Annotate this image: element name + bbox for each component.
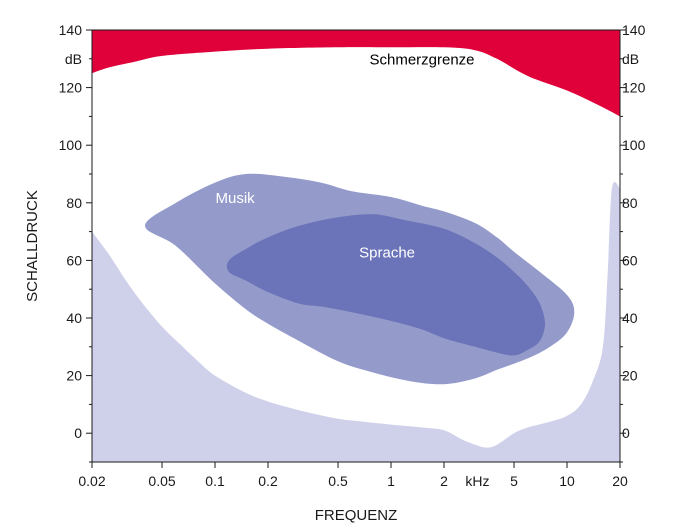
y-tick-label-right: 100 <box>622 137 646 153</box>
y-tick-label-left: 60 <box>66 252 82 268</box>
y-tick-label-left: 20 <box>66 368 82 384</box>
y-tick-label-right: 140 <box>622 22 646 38</box>
y-tick-label-right: 40 <box>622 310 638 326</box>
y-unit-label-left: dB <box>65 51 82 67</box>
y-unit-label-right: dB <box>622 51 639 67</box>
x-tick-label: 10 <box>559 473 575 489</box>
y-tick-label-left: 140 <box>59 22 83 38</box>
region-labels: Musik Sprache Schmerzgrenze <box>215 52 474 262</box>
region-label-sprache: Sprache <box>359 245 415 262</box>
x-tick-label: 5 <box>510 473 518 489</box>
y-tick-label-right: 0 <box>622 425 630 441</box>
y-tick-label-right: 60 <box>622 252 638 268</box>
region-sprache <box>226 214 545 356</box>
x-tick-label: 0.05 <box>148 473 175 489</box>
regions <box>92 30 620 462</box>
x-tick-label: 2 <box>440 473 448 489</box>
y-tick-label-left: 120 <box>59 80 83 96</box>
y-tick-label-right: 80 <box>622 195 638 211</box>
x-axis-title: FREQUENZ <box>315 507 398 524</box>
region-schmerzgrenze <box>92 30 620 117</box>
region-label-schmerzgrenze: Schmerzgrenze <box>369 52 474 69</box>
y-axis-title: SCHALLDRUCK <box>24 190 41 302</box>
y-tick-label-left: 100 <box>59 137 83 153</box>
x-tick-label: 0.5 <box>328 473 348 489</box>
y-tick-label-left: 80 <box>66 195 82 211</box>
x-tick-label: 0.02 <box>78 473 105 489</box>
region-h-rschwelle <box>92 182 620 462</box>
y-tick-label-right: 120 <box>622 80 646 96</box>
x-tick-label: 0.2 <box>258 473 278 489</box>
x-tick-label: 1 <box>387 473 395 489</box>
y-tick-label-right: 20 <box>622 368 638 384</box>
x-tick-label: 20 <box>612 473 628 489</box>
plot-frame <box>91 29 621 463</box>
x-tick-label: 0.1 <box>205 473 225 489</box>
region-label-musik: Musik <box>215 190 255 207</box>
y-tick-label-left: 40 <box>66 310 82 326</box>
y-tick-label-left: 0 <box>74 425 82 441</box>
x-unit-label: kHz <box>465 473 489 489</box>
